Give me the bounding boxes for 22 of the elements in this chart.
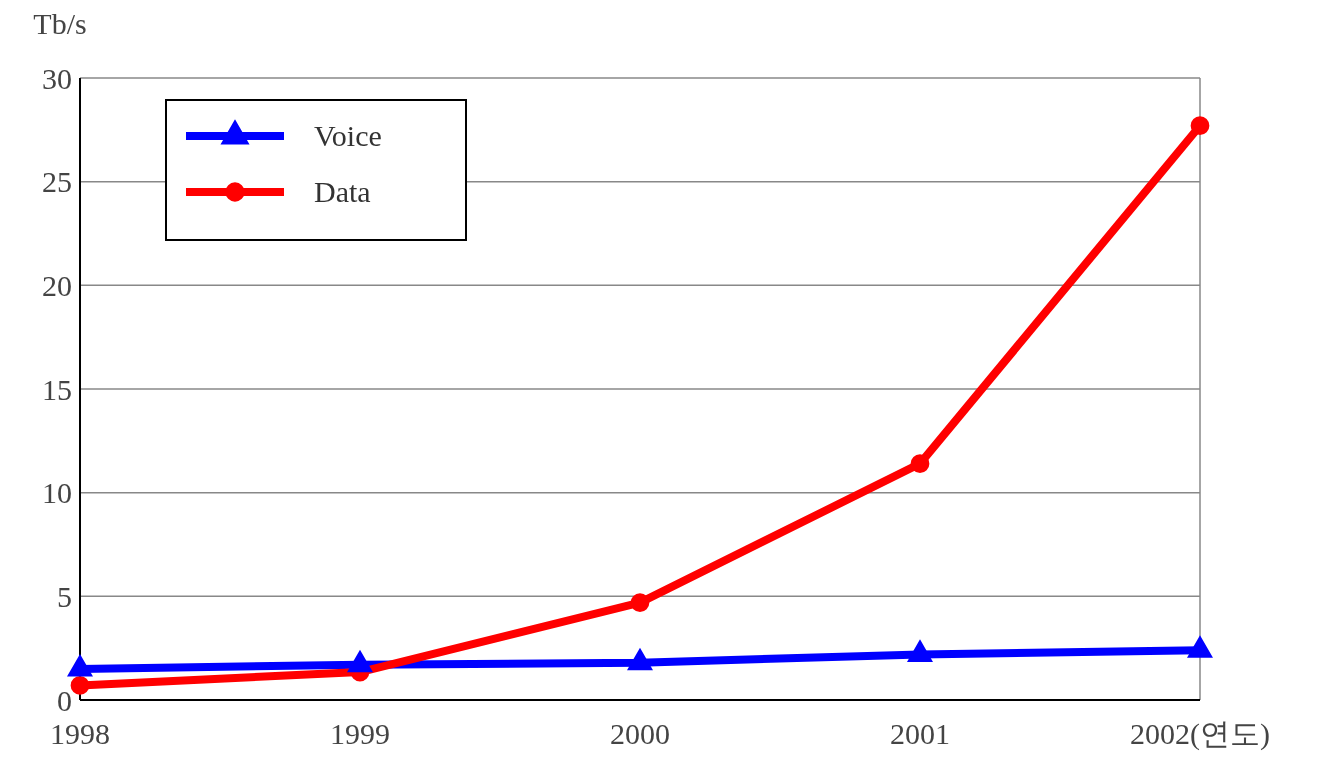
x-tick-label: 1999 [330, 717, 390, 750]
y-tick-label: 0 [57, 683, 72, 717]
y-tick-label: 10 [42, 476, 72, 510]
point [627, 648, 653, 671]
point [347, 650, 373, 673]
point [67, 654, 93, 677]
point [910, 454, 930, 473]
y-tick-label: 25 [42, 165, 72, 199]
point [1187, 636, 1213, 658]
y-tick-label: 15 [42, 372, 72, 406]
point [1190, 116, 1210, 136]
legend-label: Data [314, 175, 371, 208]
y-axis-title: Tb/s [33, 7, 87, 40]
x-tick-label: 2002(연도) [1130, 717, 1270, 751]
x-tick-label: 2001 [890, 717, 950, 750]
y-tick-label: 20 [42, 268, 72, 302]
x-tick-label: 1998 [50, 717, 110, 750]
legend-label: Voice [314, 119, 382, 152]
y-tick-label: 5 [57, 579, 72, 613]
x-tick-label: 2000 [610, 717, 670, 750]
point [907, 640, 933, 662]
y-tick-label: 30 [42, 61, 72, 95]
